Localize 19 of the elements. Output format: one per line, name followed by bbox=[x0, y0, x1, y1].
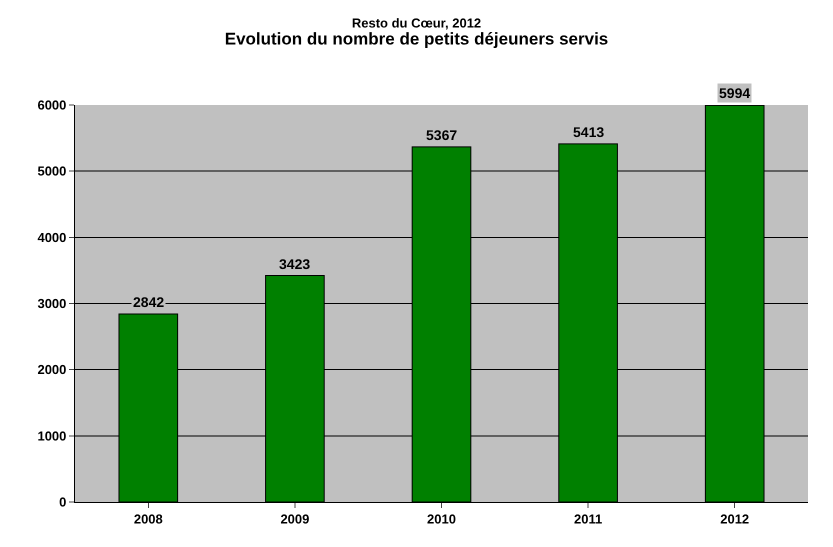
data-label: 3423 bbox=[279, 256, 310, 272]
y-tick-label: 4000 bbox=[37, 230, 66, 245]
y-tick-label: 5000 bbox=[37, 164, 66, 179]
y-tick-label: 2000 bbox=[37, 362, 66, 378]
x-tick-label: 2011 bbox=[574, 512, 602, 527]
data-label: 5367 bbox=[426, 127, 458, 143]
data-label: 2842 bbox=[133, 294, 164, 310]
data-label: 5994 bbox=[719, 85, 750, 101]
y-tick-label: 0 bbox=[59, 494, 66, 510]
y-tick-label: 3000 bbox=[37, 296, 66, 312]
x-tick-label: 2012 bbox=[720, 512, 750, 527]
chart-subtitle: Evolution du nombre de petits déjeuners servis bbox=[224, 29, 608, 48]
x-tick-label: 2008 bbox=[134, 512, 163, 527]
y-tick-label: 1000 bbox=[37, 428, 66, 444]
x-tick-label: 2010 bbox=[427, 512, 456, 527]
chart-title: Resto du Cœur, 2012 bbox=[352, 15, 482, 30]
data-label: 5413 bbox=[573, 124, 604, 140]
y-tick-label: 6000 bbox=[37, 98, 66, 113]
x-tick-label: 2009 bbox=[280, 512, 310, 527]
